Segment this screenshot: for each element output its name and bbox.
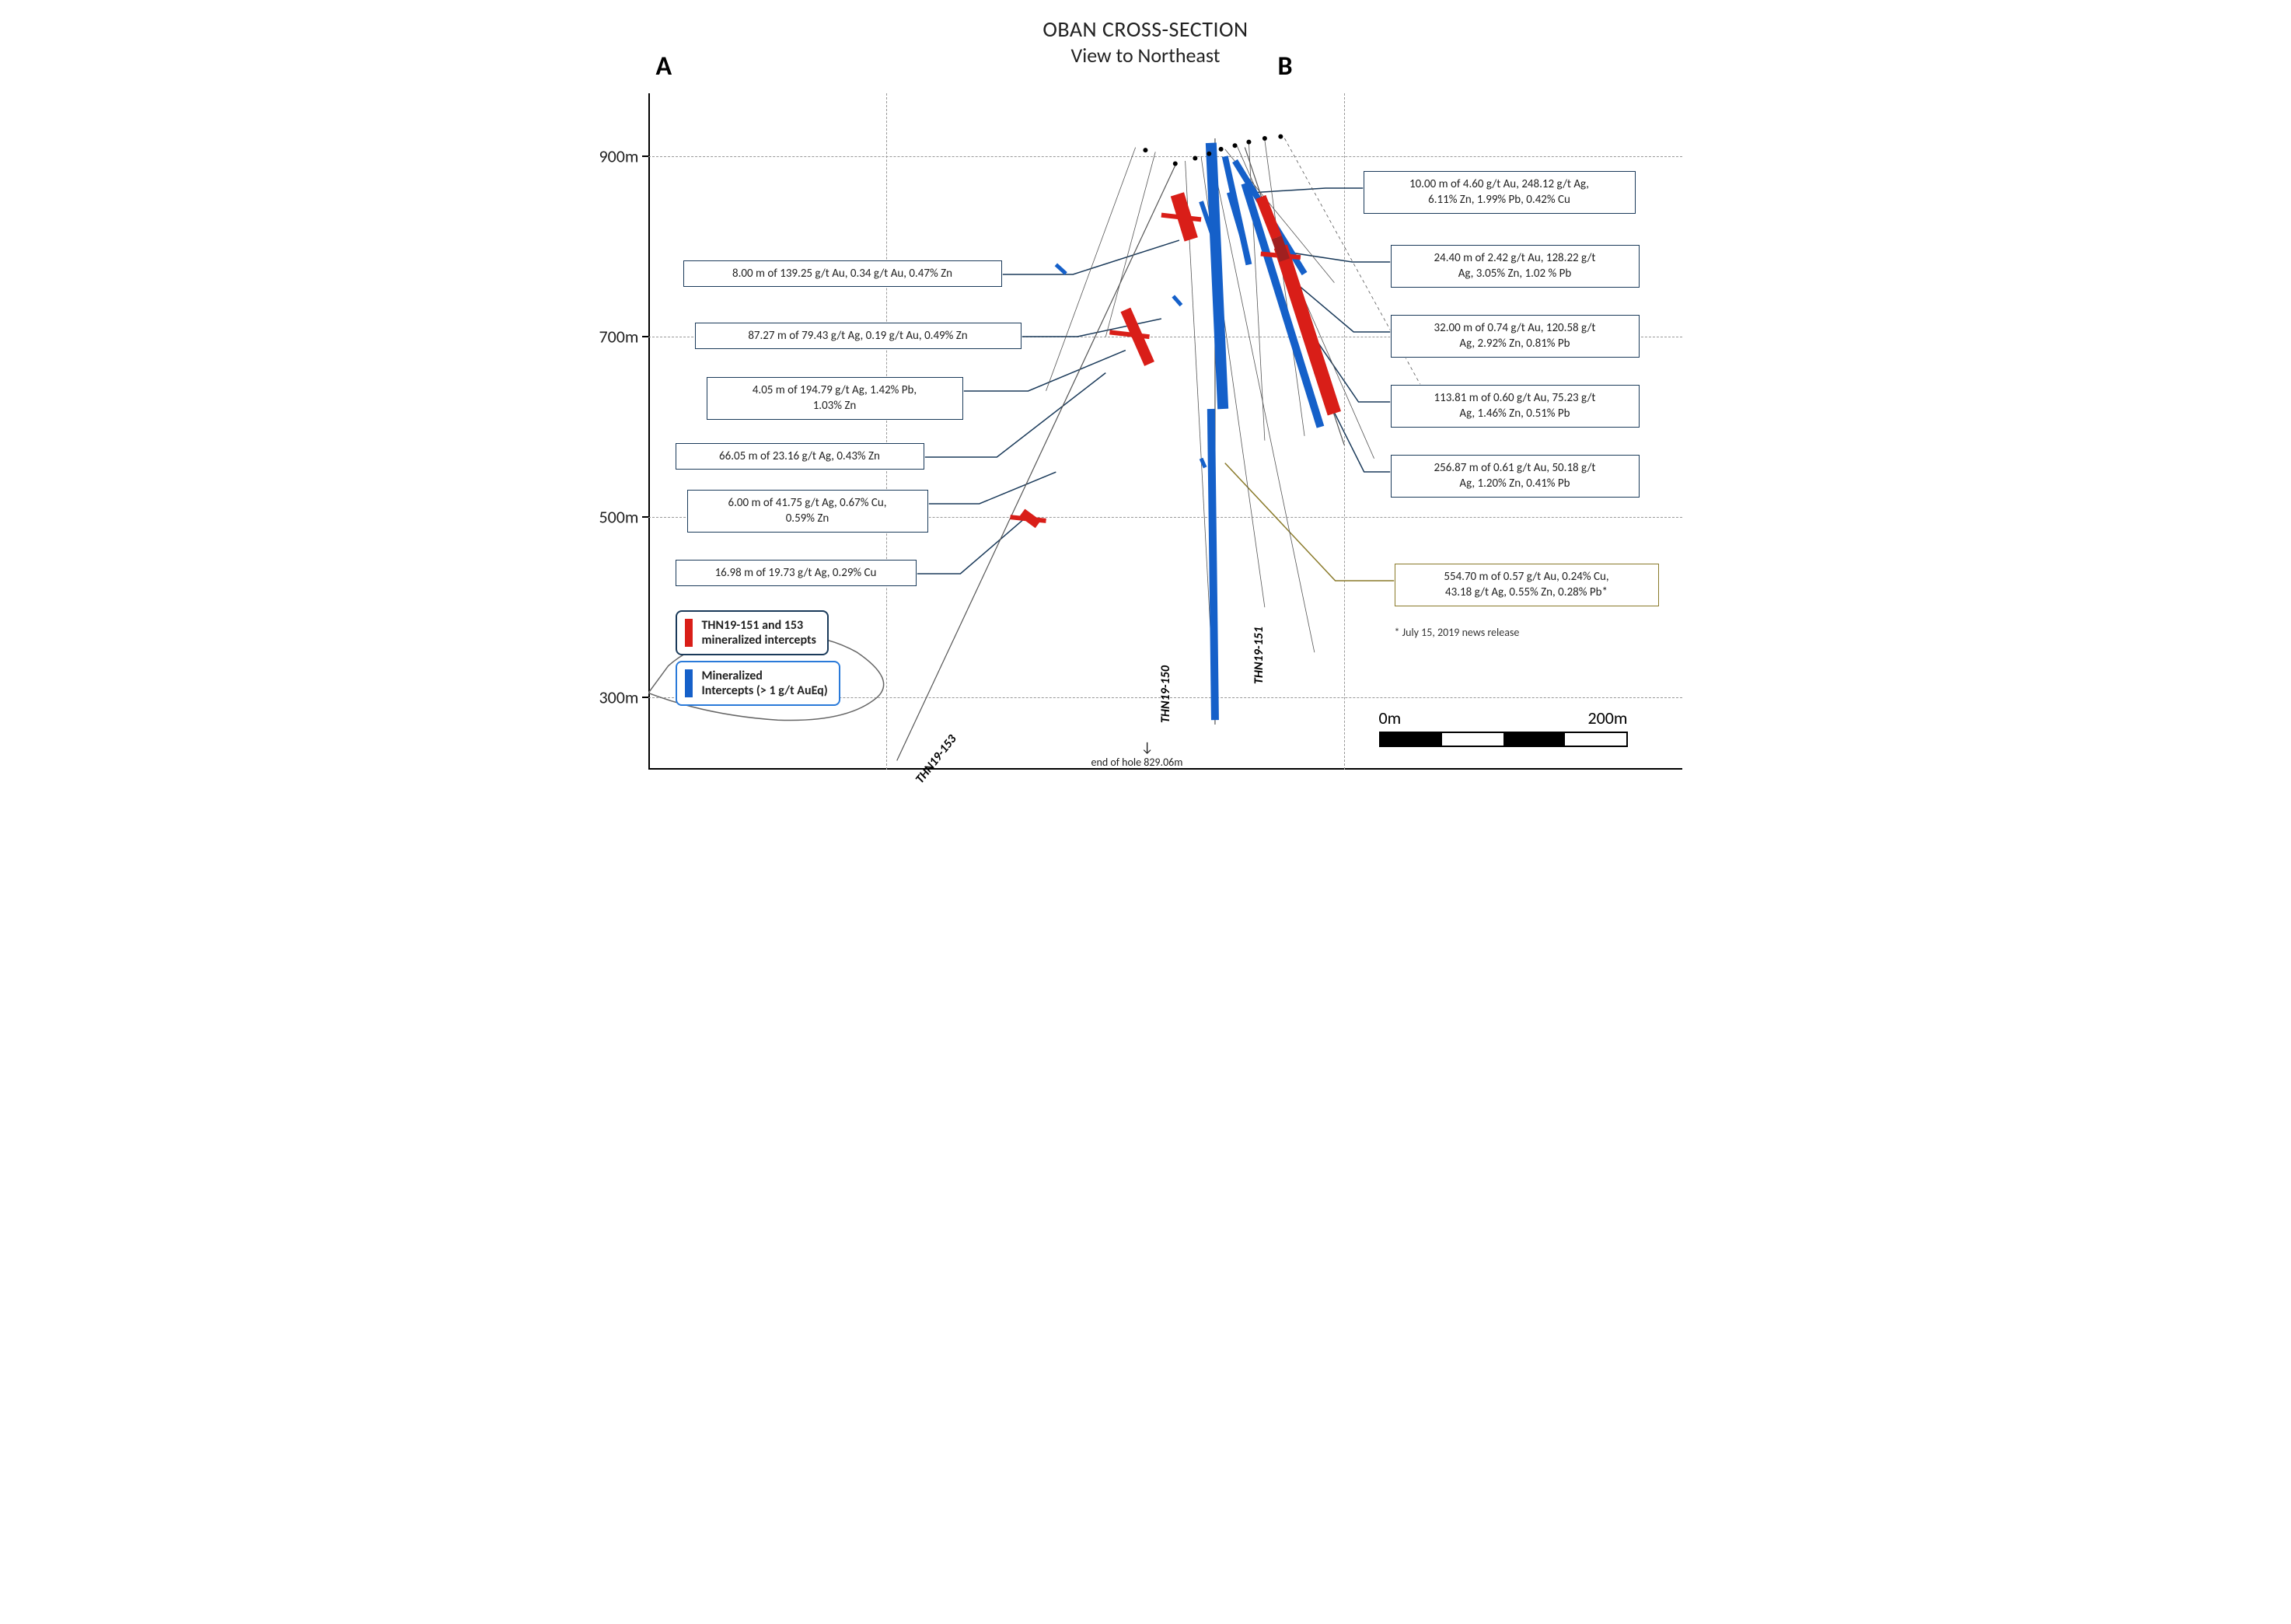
collar-dot: [1246, 140, 1251, 145]
hole-label: THN19-151: [1252, 627, 1266, 684]
blue-intercept: [1056, 264, 1066, 274]
callout-r6: 554.70 m of 0.57 g/t Au, 0.24% Cu,43.18 …: [1395, 564, 1659, 606]
plot-area: 900m700m500m300m 8.00 m of 139.25 g/t Au…: [648, 93, 1682, 770]
figure-title: OBAN CROSS-SECTION: [578, 16, 1713, 43]
legend-blue-intercepts: MineralizedIntercepts (> 1 g/t AuEq): [676, 661, 840, 706]
collar-dot: [1143, 148, 1147, 152]
red-intercept: [1161, 215, 1200, 220]
collar-dot: [1262, 136, 1266, 141]
collar-dot: [1172, 161, 1177, 166]
collar-dot: [1193, 156, 1197, 161]
red-intercept: [1010, 517, 1046, 521]
scale-seg: [1503, 733, 1565, 746]
legend-blue-text: MineralizedIntercepts (> 1 g/t AuEq): [702, 669, 828, 698]
callout-r4: 113.81 m of 0.60 g/t Au, 75.23 g/tAg, 1.…: [1391, 385, 1640, 428]
scale-bar: 0m 200m: [1379, 707, 1628, 747]
callout-c2: 87.27 m of 79.43 g/t Ag, 0.19 g/t Au, 0.…: [695, 323, 1022, 349]
callout-r5: 256.87 m of 0.61 g/t Au, 50.18 g/tAg, 1.…: [1391, 455, 1640, 498]
ytick-mark: [642, 336, 648, 337]
callout-c3: 4.05 m of 194.79 g/t Ag, 1.42% Pb,1.03% …: [707, 377, 963, 420]
legend-swatch-red: [685, 619, 693, 647]
ytick-mark: [642, 697, 648, 698]
scale-seg: [1381, 733, 1442, 746]
callout-c5: 6.00 m of 41.75 g/t Ag, 0.67% Cu,0.59% Z…: [687, 490, 928, 533]
ytick-label: 900m: [599, 146, 638, 167]
scale-left-label: 0m: [1379, 707, 1402, 728]
ytick-mark: [642, 155, 648, 157]
blue-intercept: [1210, 409, 1214, 720]
collar-dot: [1218, 147, 1223, 152]
callout-c1: 8.00 m of 139.25 g/t Au, 0.34 g/t Au, 0.…: [683, 260, 1002, 287]
scale-seg: [1565, 733, 1626, 746]
callout-c6: 16.98 m of 19.73 g/t Ag, 0.29% Cu: [676, 560, 917, 586]
legend-swatch-blue: [685, 669, 693, 697]
cross-section-figure: OBAN CROSS-SECTION View to Northeast A B…: [578, 16, 1713, 824]
darkred-intercept: [1276, 238, 1284, 260]
collar-dot: [1207, 152, 1211, 156]
scale-seg: [1442, 733, 1503, 746]
leader-r6: [1224, 463, 1394, 581]
ytick-label: 500m: [599, 507, 638, 528]
callout-r1: 10.00 m of 4.60 g/t Au, 248.12 g/t Ag,6.…: [1364, 171, 1636, 214]
legend-red-intercepts: THN19-151 and 153mineralized intercepts: [676, 610, 829, 655]
hole-label: THN19-150: [1158, 665, 1173, 723]
leader-c6: [917, 517, 1026, 574]
section-marker-a: A: [656, 51, 672, 82]
ytick-label: 300m: [599, 687, 638, 708]
blue-intercept: [1173, 296, 1181, 306]
scale-right-label: 200m: [1587, 707, 1627, 728]
leader-c3: [963, 351, 1126, 391]
ytick-mark: [642, 516, 648, 518]
callout-r2: 24.40 m of 2.42 g/t Au, 128.22 g/tAg, 3.…: [1391, 245, 1640, 288]
callout-c4: 66.05 m of 23.16 g/t Ag, 0.43% Zn: [676, 443, 924, 470]
section-marker-b: B: [1278, 51, 1293, 82]
blue-intercept: [1210, 143, 1222, 409]
drill-trace-THN19-153: [896, 166, 1175, 761]
leader-c5: [928, 472, 1056, 504]
ytick-label: 700m: [599, 327, 638, 348]
collar-dot: [1278, 134, 1283, 139]
collar-dot: [1232, 143, 1237, 148]
callout-r3: 32.00 m of 0.74 g/t Au, 120.58 g/tAg, 2.…: [1391, 315, 1640, 358]
scale-bar-segments: [1379, 732, 1628, 747]
figure-subtitle: View to Northeast: [578, 43, 1713, 68]
legend-red-text: THN19-151 and 153mineralized intercepts: [702, 618, 816, 648]
red-intercept: [1109, 332, 1149, 337]
